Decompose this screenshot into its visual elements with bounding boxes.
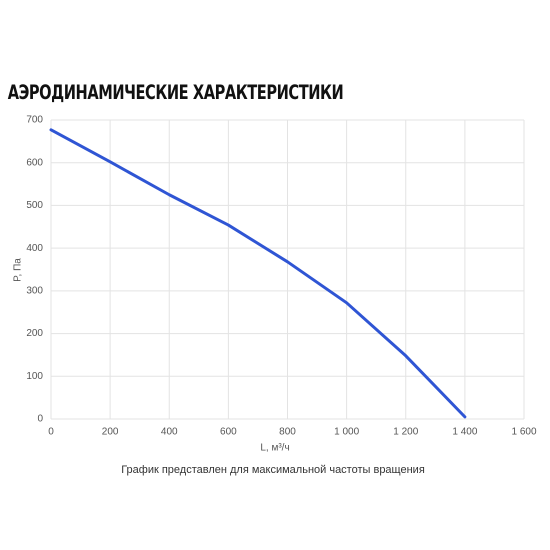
y-tick-label: 700 [26,115,43,126]
y-tick-label: 400 [26,243,43,254]
x-tick-label: 1 200 [393,427,418,438]
x-tick-label: 0 [48,427,54,438]
y-tick-label: 300 [26,285,43,296]
x-axis-label: L, м³/ч [260,443,289,454]
chart-note: График представлен для максимальной част… [121,464,425,476]
x-tick-label: 800 [279,427,296,438]
y-tick-label: 100 [26,371,43,382]
chart-title: АЭРОДИНАМИЧЕСКИЕ ХАРАКТЕРИСТИКИ [8,82,344,105]
data-line [49,128,467,419]
y-axis-label: P, Па [13,258,24,282]
x-tick-label: 600 [220,427,237,438]
x-tick-label: 1 600 [511,427,536,438]
y-tick-label: 500 [26,200,43,211]
y-tick-label: 200 [26,328,43,339]
x-tick-label: 1 400 [452,427,477,438]
y-tick-label: 0 [37,414,43,425]
y-tick-label: 600 [26,157,43,168]
x-tick-label: 1 000 [334,427,359,438]
x-tick-label: 200 [102,427,119,438]
x-tick-label: 400 [161,427,178,438]
